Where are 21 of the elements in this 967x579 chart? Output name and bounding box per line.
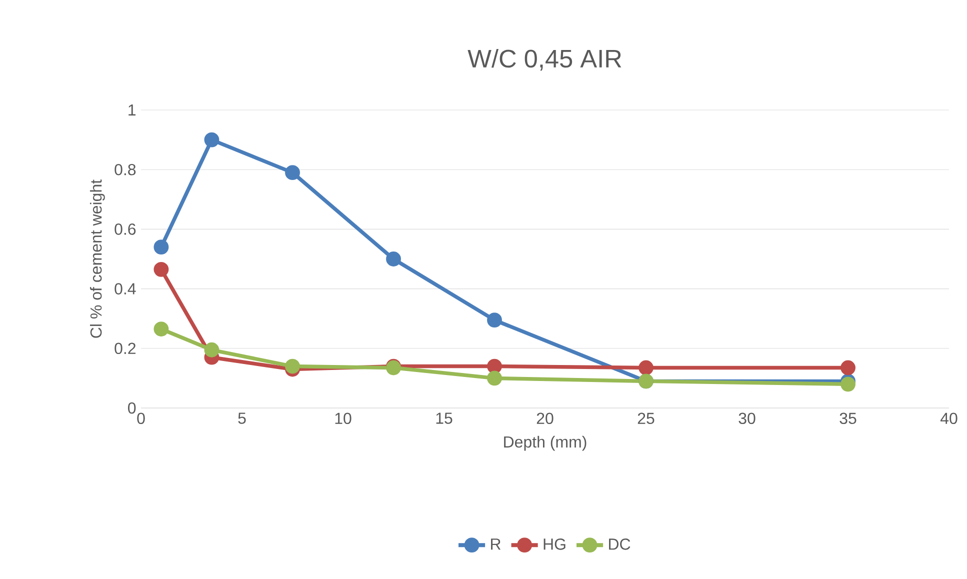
y-tick-label: 0.4 — [114, 283, 136, 294]
legend-label: HG — [544, 538, 566, 550]
x-tick-label: 25 — [638, 412, 654, 424]
y-tick-label: 0.8 — [114, 164, 136, 176]
chart-title: W/C 0,45 AIR — [468, 49, 622, 71]
x-tick-label: 15 — [436, 412, 452, 424]
legend-label: DC — [609, 538, 630, 550]
y-tick-label: 0 — [128, 402, 136, 414]
x-tick-label: 35 — [840, 412, 856, 424]
y-tick-label: 1 — [128, 104, 136, 116]
y-tick-label: 0.6 — [114, 224, 136, 235]
y-tick-label: 0.2 — [114, 342, 136, 354]
x-axis-title: Depth (mm) — [504, 436, 586, 451]
x-tick-label: 40 — [940, 412, 958, 424]
x-tick-label: 30 — [738, 412, 756, 424]
y-axis-title: Cl % of cement weight — [90, 180, 105, 338]
x-tick-label: 0 — [137, 412, 145, 424]
legend-label: R — [491, 538, 501, 550]
x-tick-label: 10 — [335, 412, 352, 424]
x-tick-label: 20 — [536, 412, 554, 424]
x-tick-label: 5 — [238, 412, 246, 424]
